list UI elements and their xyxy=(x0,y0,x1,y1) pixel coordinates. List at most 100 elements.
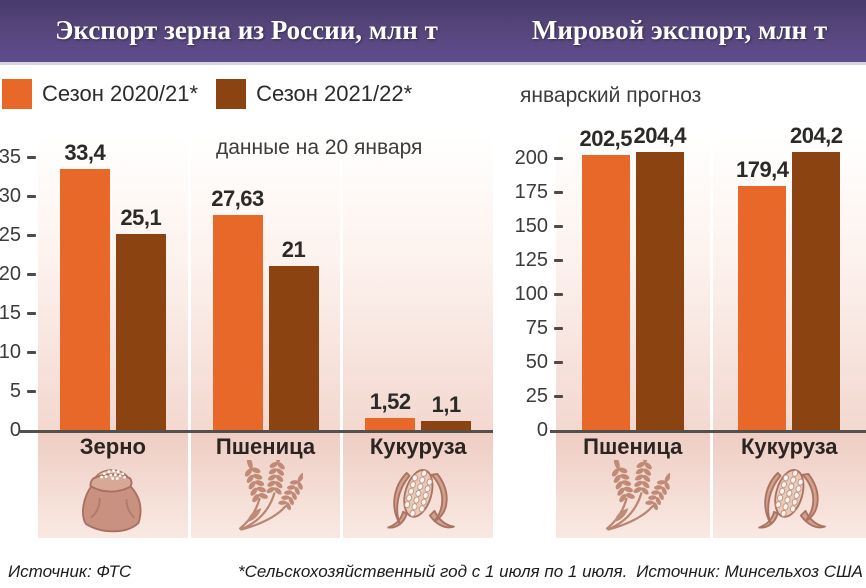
y-axis-tick: 125 xyxy=(515,249,563,271)
y-axis-tick: 100 xyxy=(515,283,563,305)
category-icon-wrap xyxy=(38,460,188,538)
y-axis-tick-mark xyxy=(554,326,563,330)
bar: 202,5 xyxy=(579,126,633,430)
y-axis-tick: 10 xyxy=(0,341,36,363)
y-axis-tick-mark xyxy=(554,394,563,398)
grain-sack-icon xyxy=(82,469,142,533)
source-usda: Источник: Минсельхоз США xyxy=(636,562,863,581)
bar: 179,4 xyxy=(736,157,789,430)
left-chart-title: Экспорт зерна из России, млн т xyxy=(55,15,438,45)
left-category-row: Зерно Пшеница Кукуруза xyxy=(38,433,494,538)
category-panel: 179,4 204,2 xyxy=(712,123,866,430)
bar-value-label: 25,1 xyxy=(120,205,162,231)
category-panel: 1,52 1,1 xyxy=(343,135,494,430)
y-axis-tick-mark xyxy=(27,311,36,315)
y-axis-tick-label: 150 xyxy=(514,214,548,237)
category-icon-wrap xyxy=(191,460,341,538)
bar: 1,52 xyxy=(365,389,416,430)
bar: 21 xyxy=(268,237,319,430)
bar: 204,2 xyxy=(790,123,843,430)
y-axis-tick-label: 10 xyxy=(0,340,21,363)
right-plot-area: 202,5 204,4 179,4 204,2 xyxy=(556,123,866,430)
bar-value-label: 27,63 xyxy=(211,185,264,211)
category-icon-wrap xyxy=(343,460,493,538)
y-axis-tick: 15 xyxy=(0,302,36,324)
bar-value-label: 202,5 xyxy=(579,125,633,151)
category-panel: 202,5 204,4 xyxy=(556,123,710,430)
y-axis-tick-label: 175 xyxy=(514,180,548,203)
category-icon-wrap xyxy=(556,460,710,538)
y-axis-tick-label: 200 xyxy=(514,146,548,169)
january-forecast-note: январский прогноз xyxy=(520,84,702,107)
y-axis-tick-label: 100 xyxy=(514,282,548,305)
russia-export-chart: 0 5 10 15 20 25 30 35 33,4 25,1 27,63 21 1,52 1,1 Зе… xyxy=(0,135,494,538)
y-axis-tick: 5 xyxy=(10,380,36,402)
y-axis-tick-label: 0 xyxy=(9,418,21,441)
category-cell: Кукуруза xyxy=(343,433,494,538)
y-axis-tick-label: 75 xyxy=(525,316,548,339)
category-panel: 33,4 25,1 xyxy=(38,135,188,430)
y-axis-tick: 50 xyxy=(526,351,563,373)
y-axis-tick-mark xyxy=(554,190,563,194)
category-cell: Пшеница xyxy=(190,433,341,538)
y-axis-tick-label: 125 xyxy=(514,248,548,271)
y-axis-tick: 30 xyxy=(0,185,36,207)
legend: Сезон 2020/21* Сезон 2021/22* xyxy=(2,79,412,109)
source-fts: Источник: ФТС xyxy=(8,562,132,581)
y-axis-tick-mark xyxy=(554,258,563,262)
right-chart-title: Мировой экспорт, млн т xyxy=(531,15,828,45)
category-cell: Кукуруза xyxy=(712,433,866,538)
y-axis-tick: 25 xyxy=(526,385,563,407)
category-label: Пшеница xyxy=(215,434,316,459)
left-plot-area: 33,4 25,1 27,63 21 1,52 1,1 xyxy=(38,135,494,430)
wheat-icon xyxy=(605,460,670,531)
y-axis-tick: 175 xyxy=(515,181,563,203)
bar-value-label: 204,4 xyxy=(633,123,687,149)
y-axis-tick-label: 50 xyxy=(525,350,548,373)
y-axis-tick-mark xyxy=(27,155,36,159)
wheat-icon xyxy=(238,460,303,531)
y-axis-tick-mark xyxy=(27,194,36,198)
right-category-row: Пшеница Кукуруза xyxy=(556,433,866,538)
agricultural-year-footnote: *Сельскохозяйственный год с 1 июля по 1 … xyxy=(238,562,628,581)
legend-label-season-2021-22: Сезон 2021/22* xyxy=(256,81,413,106)
corn-icon xyxy=(387,469,456,529)
y-axis-tick-label: 25 xyxy=(0,223,21,246)
category-panel: 27,63 21 xyxy=(190,135,341,430)
bar: 1,1 xyxy=(421,392,472,430)
bar: 25,1 xyxy=(115,205,166,430)
corn-icon xyxy=(758,469,827,529)
bar: 204,4 xyxy=(633,123,687,430)
category-label: Кукуруза xyxy=(740,434,838,459)
bar-value-label: 21 xyxy=(281,237,306,263)
y-axis-tick: 20 xyxy=(0,263,36,285)
y-axis-tick-label: 20 xyxy=(0,262,21,285)
left-x-axis-line xyxy=(20,430,493,433)
category-label: Пшеница xyxy=(583,434,683,459)
y-axis-tick-mark xyxy=(554,360,563,364)
y-axis-tick-label: 0 xyxy=(536,418,548,441)
y-axis-tick-mark xyxy=(27,350,36,354)
right-y-axis: 0 25 50 75 100 125 150 175 200 xyxy=(493,135,563,441)
bar-value-label: 1,1 xyxy=(431,392,462,418)
season-2021-22-swatch xyxy=(216,79,247,109)
y-axis-tick-label: 15 xyxy=(0,301,21,324)
y-axis-tick: 25 xyxy=(0,224,36,246)
y-axis-tick: 150 xyxy=(515,215,563,237)
data-as-of-note: данные на 20 января xyxy=(216,136,423,159)
footer: Источник: ФТС *Сельскохозяйственный год … xyxy=(0,562,866,588)
category-label: Кукуруза xyxy=(369,434,467,459)
category-cell: Зерно xyxy=(38,433,188,538)
y-axis-tick-mark xyxy=(27,233,36,237)
y-axis-tick: 75 xyxy=(526,317,563,339)
header-band: Экспорт зерна из России, млн т Мировой э… xyxy=(0,0,866,65)
bar-value-label: 179,4 xyxy=(735,157,789,183)
legend-item-season-2021-22: Сезон 2021/22* xyxy=(216,79,412,109)
y-axis-tick: 0 xyxy=(10,419,36,441)
y-axis-tick: 200 xyxy=(515,147,563,169)
y-axis-tick-mark xyxy=(554,224,563,228)
y-axis-tick-label: 35 xyxy=(0,145,21,168)
bar: 33,4 xyxy=(59,140,110,430)
legend-item-season-2020-21: Сезон 2020/21* xyxy=(2,79,198,109)
